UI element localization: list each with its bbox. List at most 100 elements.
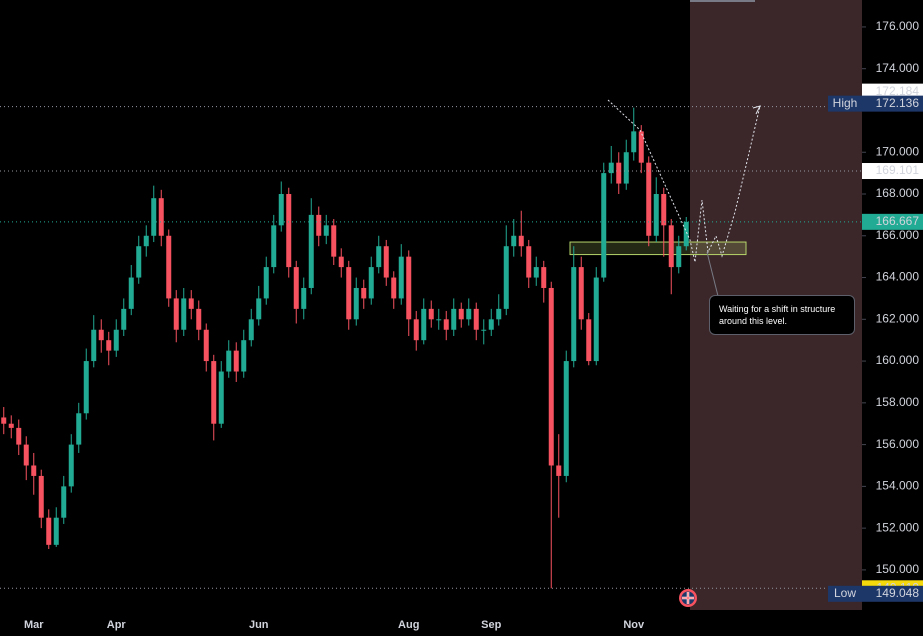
candle-body: [53, 517, 59, 545]
candle-body: [406, 256, 412, 320]
candle-body: [683, 221, 689, 247]
candle-body: [181, 298, 187, 330]
candle-body: [316, 214, 322, 236]
y-tick-label: 164.000: [876, 270, 920, 284]
price-tag: [862, 585, 923, 602]
candle-body: [563, 361, 569, 476]
candle-body: [638, 131, 644, 163]
candle-body: [488, 319, 494, 330]
price-tag-value: 149.048: [876, 586, 920, 600]
y-tick-label: 160.000: [876, 353, 920, 367]
candle-body: [113, 329, 119, 351]
candle-body: [121, 308, 127, 330]
candle-body: [368, 267, 374, 299]
x-tick-label: Aug: [398, 619, 419, 631]
candle-body: [38, 475, 44, 518]
candle-body: [481, 329, 487, 331]
candle-body: [518, 235, 524, 247]
candle-body: [8, 423, 14, 428]
candle-body: [98, 329, 104, 341]
candle-body: [608, 162, 614, 174]
candle-body: [226, 350, 232, 372]
candle-body: [383, 246, 389, 278]
price-axis: 150.000 152.000 154.000 156.000 158.000 160.0…: [828, 19, 923, 602]
y-tick-label: 156.000: [876, 437, 920, 451]
candle-body: [308, 214, 314, 288]
price-tag-caption: High: [833, 96, 858, 110]
price-tag: [862, 213, 923, 230]
candle-body: [391, 277, 397, 299]
x-tick-label: Nov: [623, 619, 645, 631]
candle-body: [473, 308, 479, 330]
candles: [0, 106, 862, 589]
y-tick-label: 176.000: [876, 19, 920, 33]
annotation: Waiting for a shift in structure around …: [709, 295, 855, 335]
price-tag: [862, 95, 923, 112]
y-tick-label: 162.000: [876, 311, 920, 325]
candle-body: [263, 267, 269, 299]
candle-body: [436, 319, 442, 321]
y-tick-label: 154.000: [876, 479, 920, 493]
y-tick-label: 170.000: [876, 144, 920, 158]
candle-body: [143, 235, 149, 247]
candle-body: [346, 267, 352, 320]
candle-body: [151, 198, 157, 236]
candle-body: [338, 256, 344, 268]
candle-body: [323, 225, 329, 236]
candle-body: [653, 194, 659, 236]
candle-body: [661, 194, 667, 226]
note-pointer: [706, 251, 719, 297]
price-tag: [862, 163, 923, 180]
candle-body: [466, 308, 472, 320]
candle-body: [556, 465, 562, 476]
flag-icon: [679, 589, 697, 607]
candle-body: [31, 465, 37, 476]
y-tick-label: 168.000: [876, 186, 920, 200]
candle-body: [211, 361, 217, 424]
price-tag-value: 172.136: [876, 96, 920, 110]
candle-body: [428, 308, 434, 320]
candle-body: [548, 287, 554, 466]
candle-body: [83, 361, 89, 414]
price-tag-caption: Low: [834, 586, 856, 600]
projection-arrow: [752, 105, 761, 115]
candle-body: [413, 319, 419, 341]
candle-body: [233, 350, 239, 372]
candle-body: [166, 235, 172, 299]
price-tag: [862, 83, 923, 100]
candle-body: [23, 444, 29, 466]
candle-body: [1, 417, 7, 424]
support-zone: [569, 241, 747, 256]
candle-body: [106, 340, 112, 351]
price-tag-caption-box: [828, 585, 862, 602]
candle-body: [136, 246, 142, 278]
candle-body: [286, 194, 292, 268]
candle-body: [458, 308, 464, 320]
candle-body: [578, 267, 584, 320]
candle-body: [646, 162, 652, 236]
candle-body: [278, 194, 284, 226]
candle-body: [541, 267, 547, 288]
candle-body: [331, 225, 337, 257]
candle-body: [248, 319, 254, 341]
candle-body: [173, 298, 179, 330]
candle-body: [256, 298, 262, 320]
y-tick-label: 152.000: [876, 520, 920, 534]
projection-path: [607, 99, 761, 263]
candle-body: [353, 287, 359, 320]
candle-body: [128, 277, 134, 309]
candle-body: [188, 298, 194, 309]
candle-body: [511, 235, 517, 247]
y-tick-label: 158.000: [876, 395, 920, 409]
candle-body: [46, 517, 52, 545]
y-tick-label: 150.000: [876, 562, 920, 576]
candle-body: [616, 162, 622, 184]
price-tag-value: 169.101: [876, 163, 920, 177]
candle-body: [676, 246, 682, 268]
y-tick-label: 166.000: [876, 228, 920, 242]
candle-body: [451, 308, 457, 330]
candle-body: [203, 329, 209, 362]
candle-body: [421, 308, 427, 341]
